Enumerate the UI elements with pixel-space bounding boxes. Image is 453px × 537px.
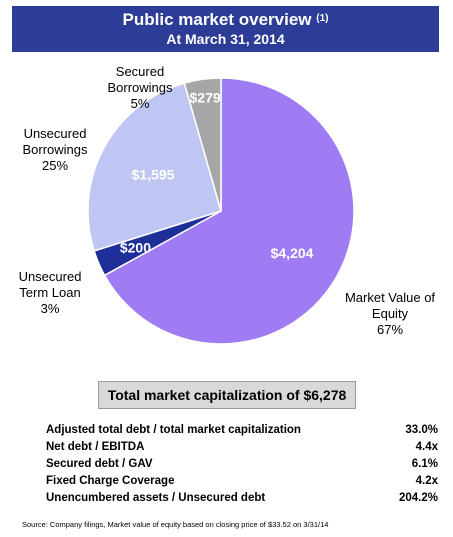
term-loan-label-percent: 3% xyxy=(40,301,60,316)
slice-value-label-term-loan: $200 xyxy=(120,240,151,256)
metric-value: 33.0% xyxy=(405,424,438,436)
metric-value: 4.4x xyxy=(415,441,438,453)
metric-label: Adjusted total debt / total market capit… xyxy=(46,424,301,436)
metric-value: 4.2x xyxy=(415,475,438,487)
metric-row: Secured debt / GAV 6.1% xyxy=(46,456,438,473)
unsecured-label-line-2: Borrowings xyxy=(22,142,88,157)
chart-subtitle: At March 31, 2014 xyxy=(166,31,285,47)
slice-label-equity: Market Value of Equity 67% xyxy=(330,290,450,338)
metric-row: Fixed Charge Coverage 4.2x xyxy=(46,473,438,490)
pie-slice-unsecured-borrowings xyxy=(87,82,222,252)
metric-row: Net debt / EBITDA 4.4x xyxy=(46,439,438,456)
source-note: Source: Company filings, Market value of… xyxy=(22,520,329,529)
pie-slice-secured-borrowings xyxy=(183,77,222,212)
metric-value: 204.2% xyxy=(398,492,438,504)
total-market-cap-box: Total market capitalization of $6,278 xyxy=(98,381,356,409)
slice-value-label-unsecured-borrowings: $1,595 xyxy=(132,166,175,182)
metric-label: Secured debt / GAV xyxy=(46,458,153,470)
secured-label-line-2: Borrowings xyxy=(107,80,173,95)
slice-value-label-equity: $4,204 xyxy=(271,245,314,261)
metric-row: Unencumbered assets / Unsecured debt 204.… xyxy=(46,490,438,507)
pie-slice-equity xyxy=(103,77,355,345)
term-loan-label-line-1: Unsecured xyxy=(18,269,82,284)
slice-value-label-secured-borrowings: $279 xyxy=(190,90,221,106)
metric-label: Unencumbered assets / Unsecured debt xyxy=(46,492,266,504)
chart-title: Public market overview xyxy=(122,10,312,29)
term-loan-label-line-2: Term Loan xyxy=(19,285,81,300)
metrics-table: Adjusted total debt / total market capit… xyxy=(46,422,438,507)
equity-label-line-2: Equity xyxy=(371,306,409,321)
metric-label: Net debt / EBITDA xyxy=(46,441,145,453)
metric-label: Fixed Charge Coverage xyxy=(46,475,175,487)
unsecured-label-percent: 25% xyxy=(41,158,69,173)
secured-label-line-1: Secured xyxy=(115,64,165,79)
chart-header: Public market overview (1) At March 31, … xyxy=(12,6,439,52)
equity-label-percent: 67% xyxy=(376,322,404,337)
chart-title-line: Public market overview (1) xyxy=(12,10,439,30)
unsecured-label-line-1: Unsecured xyxy=(23,126,87,141)
slice-label-secured-borrowings: Secured Borrowings 5% xyxy=(95,64,185,112)
metric-row: Adjusted total debt / total market capit… xyxy=(46,422,438,439)
slice-label-unsecured-borrowings: Unsecured Borrowings 25% xyxy=(10,126,100,174)
secured-label-percent: 5% xyxy=(130,96,150,111)
pie-chart: $4,204 $200 $1,595 $279 xyxy=(87,77,355,345)
metric-value: 6.1% xyxy=(411,458,438,470)
equity-label-line-1: Market Value of xyxy=(344,290,436,305)
slice-label-term-loan: Unsecured Term Loan 3% xyxy=(10,269,90,317)
title-footnote: (1) xyxy=(316,13,329,24)
